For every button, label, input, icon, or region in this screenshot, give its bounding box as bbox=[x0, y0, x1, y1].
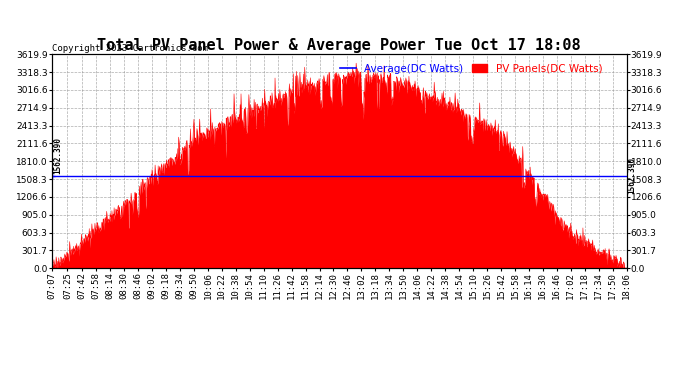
Text: 1562.390: 1562.390 bbox=[627, 158, 636, 194]
Text: 1562.390: 1562.390 bbox=[54, 137, 63, 174]
Title: Total PV Panel Power & Average Power Tue Oct 17 18:08: Total PV Panel Power & Average Power Tue… bbox=[97, 38, 581, 53]
Legend: Average(DC Watts), PV Panels(DC Watts): Average(DC Watts), PV Panels(DC Watts) bbox=[336, 60, 607, 78]
Text: Copyright 2023 Cartronics.com: Copyright 2023 Cartronics.com bbox=[52, 44, 208, 52]
